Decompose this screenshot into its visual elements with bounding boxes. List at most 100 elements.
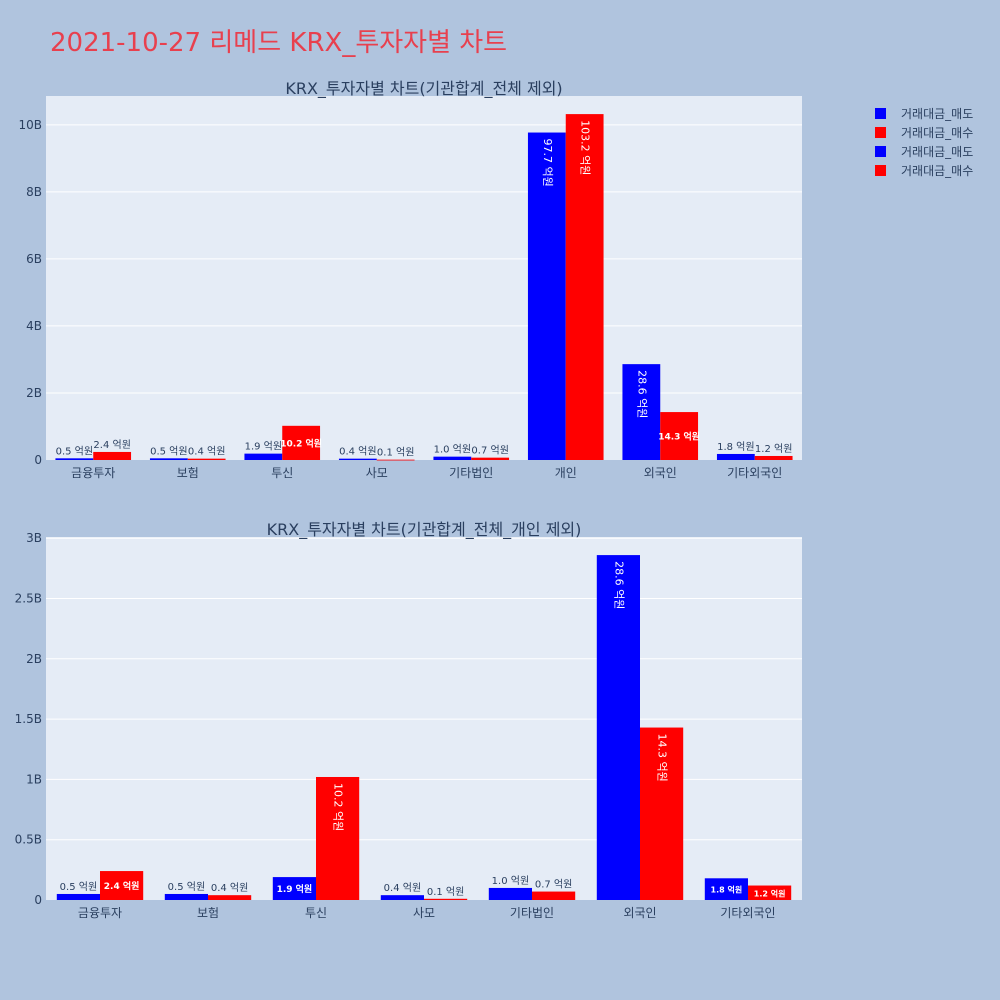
bar-buy[interactable] [471, 457, 510, 460]
bar-sell[interactable] [716, 453, 755, 460]
bar-buy[interactable] [748, 885, 792, 900]
y-tick-label: 2B [26, 386, 42, 400]
chart-title: KRX_투자자별 차트(기관합계_전체_개인 제외) [267, 520, 582, 540]
data-label: 28.6 억원 [612, 561, 625, 609]
legend-label-sell-2: 거래대금_매도 [901, 145, 974, 159]
x-tick-label: 사모 [366, 466, 388, 480]
x-tick-label: 보험 [197, 906, 219, 920]
data-label: 1.2 억원 [754, 888, 786, 898]
bar-buy[interactable] [93, 451, 132, 460]
x-tick-label: 투신 [305, 906, 327, 920]
bar-sell[interactable] [488, 887, 532, 900]
legend-item-sell-1[interactable]: 거래대금_매도 [875, 104, 973, 123]
plot-area [46, 537, 802, 900]
bar-sell[interactable] [596, 555, 640, 900]
x-tick-label: 기타법인 [449, 466, 493, 480]
bar-sell[interactable] [338, 458, 377, 460]
data-label: 103.2 억원 [579, 120, 592, 175]
bar-buy[interactable] [640, 727, 684, 900]
bar-buy[interactable] [660, 412, 699, 460]
top-chart: 0 2B 4B 6B 8B 10B KRX_투자자별 차트(기관합계_전체 제외) 금융투자 0… [18, 79, 802, 480]
bar-sell[interactable] [527, 132, 566, 461]
bar-sell[interactable] [433, 456, 472, 460]
x-tick-label: 보험 [177, 466, 199, 480]
data-label: 1.8 억원 [717, 441, 754, 453]
x-tick-label: 기타외국인 [727, 466, 782, 480]
y-tick-label: 2B [26, 652, 42, 666]
bar-buy[interactable] [316, 776, 360, 900]
data-label: 0.4 억원 [188, 446, 225, 458]
data-label: 0.4 억원 [211, 882, 248, 894]
plot-area [46, 96, 802, 460]
data-label: 0.4 억원 [339, 446, 376, 458]
x-tick-label: 사모 [413, 906, 435, 920]
y-tick-label: 2.5B [15, 592, 42, 606]
bar-buy[interactable] [532, 891, 576, 900]
y-tick-label: 0.5B [15, 833, 42, 847]
data-label: 0.5 억원 [60, 881, 97, 893]
bar-buy[interactable] [376, 459, 415, 461]
bar-buy[interactable] [754, 455, 793, 460]
bar-buy[interactable] [282, 425, 321, 460]
data-label: 0.7 억원 [535, 879, 572, 891]
data-label: 1.2 억원 [755, 443, 792, 455]
bar-sell[interactable] [164, 893, 208, 900]
y-tick-label: 1.5B [15, 712, 42, 726]
data-label: 28.6 억원 [635, 370, 648, 418]
data-label: 2.4 억원 [104, 880, 140, 892]
bar-sell[interactable] [272, 877, 316, 900]
data-label: 0.4 억원 [384, 882, 421, 894]
bar-sell[interactable] [704, 878, 748, 900]
x-tick-label: 외국인 [644, 466, 677, 480]
bar-sell[interactable] [244, 453, 283, 460]
legend: 거래대금_매도 거래대금_매수 거래대금_매도 거래대금_매수 [875, 104, 973, 180]
bar-sell[interactable] [149, 458, 188, 460]
data-label: 10.2 억원 [280, 437, 322, 449]
bar-sell[interactable] [622, 364, 661, 460]
bar-sell[interactable] [56, 893, 100, 900]
data-label: 0.5 억원 [150, 445, 187, 457]
y-tick-label: 0 [34, 893, 42, 907]
bar-buy[interactable] [424, 898, 468, 900]
legend-swatch-buy-1 [875, 127, 886, 138]
data-label: 1.9 억원 [245, 441, 282, 453]
data-label: 0.5 억원 [168, 881, 205, 893]
legend-swatch-buy-2 [875, 165, 886, 176]
bar-buy[interactable] [565, 114, 604, 460]
legend-swatch-sell-2 [875, 146, 886, 157]
legend-label-buy-1: 거래대금_매수 [901, 126, 974, 140]
bar-sell[interactable] [380, 895, 424, 900]
bottom-chart: 0 0.5B 1B 1.5B 2B 2.5B 3B KRX_투자자별 차트(기관합계_전체_개… [15, 520, 802, 920]
y-tick-label: 4B [26, 319, 42, 333]
legend-item-buy-1[interactable]: 거래대금_매수 [875, 123, 973, 142]
x-tick-label: 개인 [555, 466, 577, 480]
legend-label-sell-1: 거래대금_매도 [901, 107, 974, 121]
y-tick-label: 3B [26, 531, 42, 545]
x-tick-label: 금융투자 [78, 906, 122, 920]
bar-buy[interactable] [187, 458, 226, 460]
data-label: 1.9 억원 [277, 883, 313, 895]
data-label: 0.5 억원 [56, 445, 93, 457]
x-tick-label: 금융투자 [71, 466, 115, 480]
data-label: 1.8 억원 [711, 885, 743, 895]
bar-buy[interactable] [208, 895, 252, 900]
bar-sell[interactable] [55, 458, 94, 460]
data-label: 97.7 억원 [541, 139, 554, 187]
data-label: 0.7 억원 [471, 445, 508, 457]
x-tick-label: 투신 [271, 466, 293, 480]
data-label: 10.2 억원 [332, 783, 345, 831]
data-label: 1.0 억원 [492, 875, 529, 887]
y-tick-label: 8B [26, 185, 42, 199]
data-label: 1.0 억원 [434, 444, 471, 456]
data-label: 0.1 억원 [377, 447, 414, 459]
page-title: 2021-10-27 리메드 KRX_투자자별 차트 [50, 28, 508, 58]
legend-swatch-sell-1 [875, 108, 886, 119]
legend-item-buy-2[interactable]: 거래대금_매수 [875, 161, 973, 180]
x-tick-label: 기타외국인 [720, 906, 775, 920]
legend-item-sell-2[interactable]: 거래대금_매도 [875, 142, 973, 161]
x-tick-label: 외국인 [623, 906, 656, 920]
chart-title: KRX_투자자별 차트(기관합계_전체 제외) [285, 79, 562, 99]
bar-buy[interactable] [100, 871, 144, 900]
legend-label-buy-2: 거래대금_매수 [901, 164, 974, 178]
data-label: 0.1 억원 [427, 886, 464, 898]
